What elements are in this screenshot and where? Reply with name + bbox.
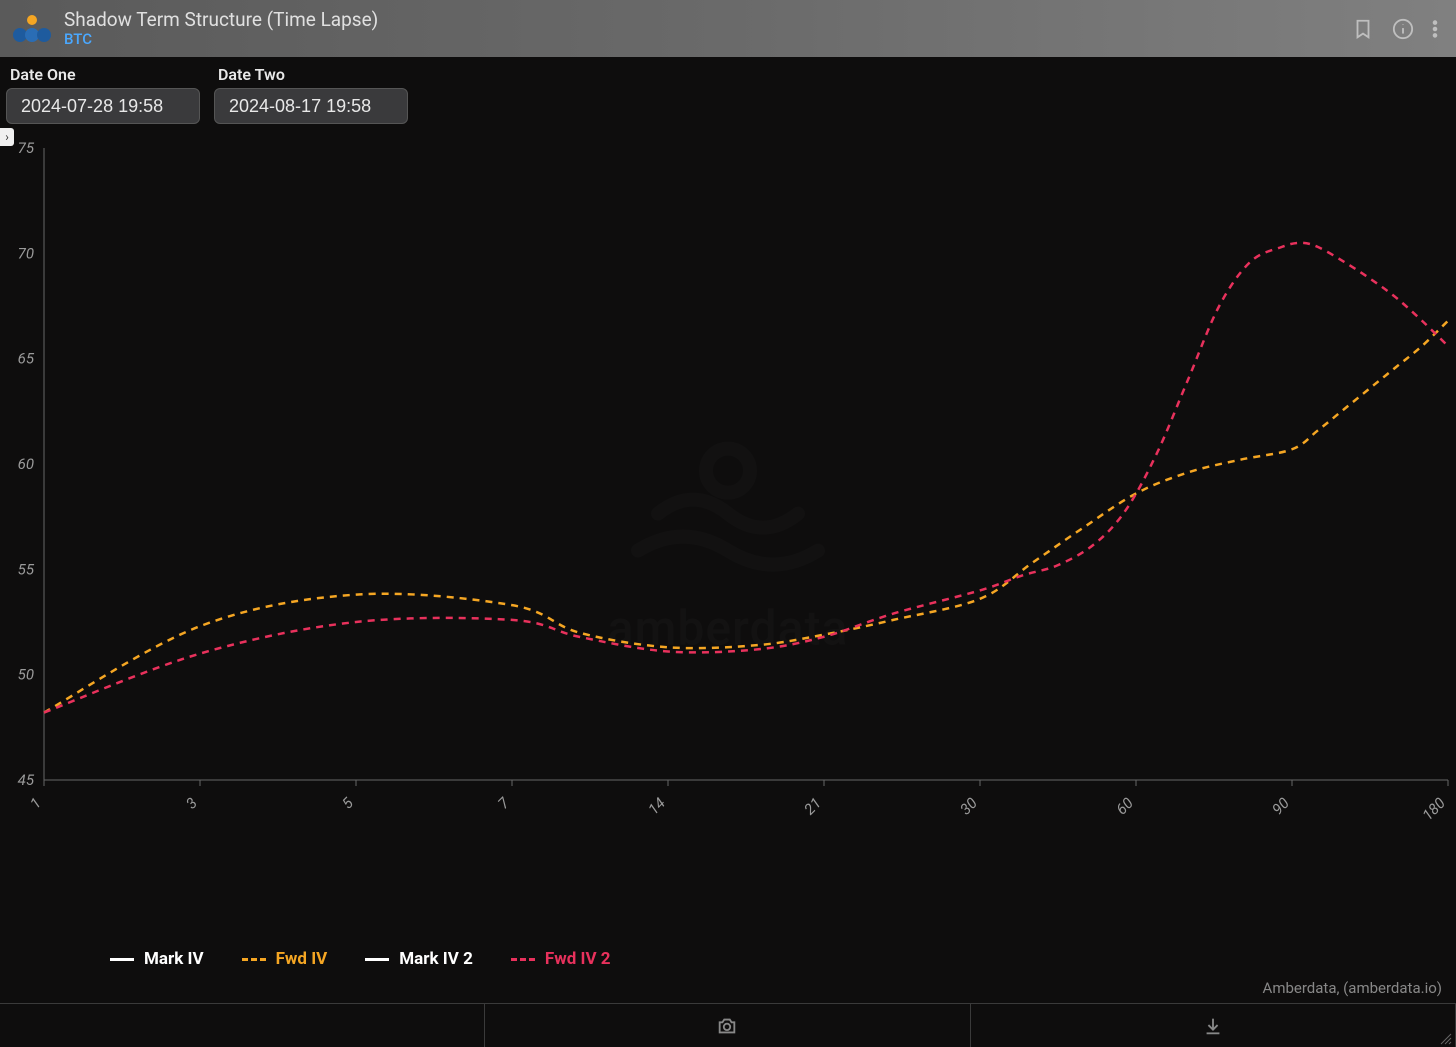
svg-text:21: 21	[801, 794, 825, 818]
date-one-label: Date One	[6, 65, 200, 84]
info-icon[interactable]	[1392, 18, 1414, 40]
chart-svg[interactable]: 45 50 55 60 65 70 75 1 3 5 7 14 21 30 60 90 180	[0, 140, 1456, 977]
date-two-input[interactable]	[214, 88, 408, 124]
svg-text:90: 90	[1269, 794, 1293, 818]
svg-text:14: 14	[645, 794, 669, 818]
svg-text:7: 7	[494, 794, 513, 813]
header-bar: Shadow Term Structure (Time Lapse) BTC	[0, 0, 1456, 57]
svg-text:45: 45	[18, 771, 35, 789]
bottom-toolbar	[0, 1003, 1456, 1047]
svg-text:30: 30	[957, 794, 981, 818]
legend-item-mark-iv-2[interactable]: Mark IV 2	[365, 949, 473, 969]
svg-text:180: 180	[1419, 794, 1449, 824]
download-icon	[1202, 1015, 1224, 1037]
series-fwd-iv[interactable]	[44, 321, 1448, 713]
bookmark-icon[interactable]	[1352, 18, 1374, 40]
legend-item-fwd-iv-2[interactable]: Fwd IV 2	[511, 949, 611, 969]
legend-item-mark-iv[interactable]: Mark IV	[110, 949, 204, 969]
svg-text:1: 1	[26, 794, 45, 813]
svg-text:60: 60	[1113, 794, 1137, 818]
resize-handle-icon[interactable]	[1440, 1033, 1452, 1045]
svg-text:55: 55	[18, 560, 35, 578]
date-one-input[interactable]	[6, 88, 200, 124]
legend: Mark IV Fwd IV Mark IV 2 Fwd IV 2	[110, 949, 611, 969]
svg-text:60: 60	[18, 455, 34, 473]
legend-swatch	[365, 958, 389, 961]
svg-text:75: 75	[18, 140, 35, 157]
svg-text:65: 65	[18, 350, 35, 368]
date-controls: Date One Date Two	[0, 57, 1456, 128]
svg-text:3: 3	[182, 794, 201, 813]
bottom-cell-blank[interactable]	[0, 1004, 485, 1047]
legend-label: Mark IV 2	[399, 949, 473, 969]
page-title: Shadow Term Structure (Time Lapse)	[64, 9, 378, 31]
legend-label: Fwd IV	[276, 949, 328, 969]
attribution-text: Amberdata, (amberdata.io)	[1263, 979, 1442, 997]
chart-container: 45 50 55 60 65 70 75 1 3 5 7 14 21 30 60 90 180	[0, 140, 1456, 977]
svg-text:70: 70	[18, 244, 34, 262]
series-fwd-iv-2[interactable]	[44, 243, 1448, 713]
brand-logo-icon	[10, 11, 54, 47]
legend-swatch	[511, 958, 535, 961]
legend-label: Fwd IV 2	[545, 949, 611, 969]
download-button[interactable]	[971, 1004, 1456, 1047]
screenshot-button[interactable]	[485, 1004, 970, 1047]
date-two-label: Date Two	[214, 65, 408, 84]
page-subtitle: BTC	[64, 31, 378, 48]
legend-swatch	[110, 958, 134, 961]
svg-text:5: 5	[338, 794, 357, 813]
legend-item-fwd-iv[interactable]: Fwd IV	[242, 949, 328, 969]
legend-label: Mark IV	[144, 949, 204, 969]
camera-icon	[716, 1015, 738, 1037]
legend-swatch	[242, 958, 266, 961]
svg-text:50: 50	[18, 666, 34, 684]
more-icon[interactable]	[1432, 18, 1438, 40]
